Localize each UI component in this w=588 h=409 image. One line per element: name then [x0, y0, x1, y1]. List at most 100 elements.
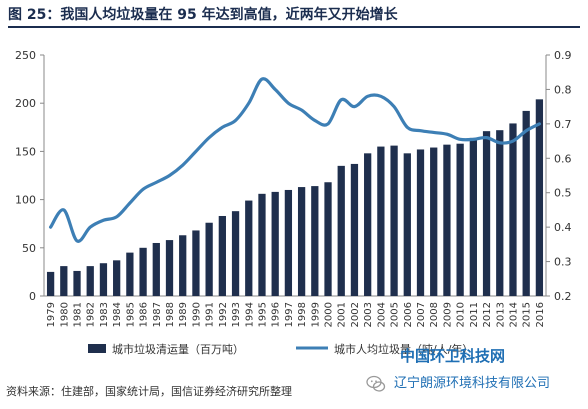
x-tick-label: 2010 [456, 302, 467, 327]
source-note: 资料来源：住建部，国家统计局，国信证券经济研究所整理 [6, 385, 292, 398]
bar-1989 [179, 235, 187, 296]
bar-1980 [60, 266, 68, 296]
x-tick-label: 1989 [178, 302, 189, 327]
bar-1992 [218, 215, 226, 296]
x-tick-label: 1993 [231, 302, 242, 327]
bar-1996 [271, 191, 279, 296]
per-capita-line [49, 77, 541, 243]
x-axis-labels: 1979 1980 1981 1982 1983 1984 1985 1986 1987 1988… [46, 302, 546, 327]
watermark-site-name: 中国环卫科技网 [400, 347, 506, 365]
bar-1999 [311, 186, 319, 296]
bar-1994 [245, 200, 253, 296]
legend-line-label: 城市人均垃圾量（吨/人/年） [334, 342, 473, 356]
watermark-company-name: 辽宁朗源环境科技有限公司 [394, 376, 551, 391]
bar-2011 [469, 137, 477, 296]
x-tick-label: 1988 [165, 302, 176, 327]
y-right-tick-label: 0.2 [554, 290, 572, 303]
wechat-icon [366, 375, 386, 392]
bar-1981 [73, 270, 81, 296]
x-tick-label: 2002 [350, 302, 361, 327]
bar-1988 [165, 240, 174, 296]
bar-2006 [403, 153, 411, 296]
title-divider [8, 26, 580, 28]
y-right-tick-label: 0.4 [554, 221, 572, 234]
bar-1982 [86, 266, 94, 296]
x-tick-label: 1980 [59, 302, 70, 327]
y-left-tick-label: 50 [22, 242, 36, 255]
bar-1984 [113, 260, 121, 296]
y-right-tick-label: 0.9 [554, 49, 572, 62]
combo-chart: 0501001502002500.20.30.40.50.60.70.80.9 … [15, 49, 572, 356]
legend-bar-label: 城市垃圾清运量（百万吨） [112, 342, 244, 356]
chart-title: 图 25：我国人均垃圾量在 95 年达到高值，近两年又开始增长 [8, 7, 398, 23]
x-tick-label: 1994 [244, 302, 255, 327]
bar-1997 [284, 189, 293, 296]
bar-2010 [456, 143, 464, 296]
x-tick-label: 2006 [403, 302, 414, 327]
bar-2005 [390, 145, 398, 296]
x-tick-label: 1979 [46, 302, 57, 327]
bar-series [46, 99, 544, 296]
y-left-tick-label: 0 [29, 290, 36, 303]
y-left-tick-label: 250 [15, 49, 36, 62]
x-tick-label: 2007 [416, 302, 427, 327]
bar-1998 [297, 187, 306, 296]
bar-2014 [509, 123, 517, 296]
legend-bar-swatch [88, 344, 106, 353]
y-right-tick-label: 0.6 [554, 152, 572, 165]
x-tick-label: 2011 [469, 302, 480, 327]
x-tick-label: 1981 [73, 302, 84, 327]
x-tick-label: 1982 [86, 302, 97, 327]
x-tick-label: 2012 [482, 302, 493, 327]
x-tick-label: 2014 [508, 302, 519, 327]
chart-title-bar: 图 25：我国人均垃圾量在 95 年达到高值，近两年又开始增长 [8, 4, 582, 28]
bar-1990 [192, 230, 200, 296]
x-tick-label: 2009 [442, 302, 453, 327]
y-right-tick-label: 0.8 [554, 83, 572, 96]
x-tick-label: 1999 [310, 302, 321, 327]
bar-2002 [350, 163, 359, 296]
bar-1995 [258, 193, 266, 296]
bar-2008 [430, 147, 438, 296]
bar-2013 [496, 130, 504, 296]
bar-1991 [205, 222, 213, 296]
bar-1985 [126, 252, 134, 296]
x-tick-label: 2016 [535, 302, 546, 327]
bar-2015 [522, 110, 530, 296]
y-left-tick-label: 150 [15, 145, 36, 158]
y-left-tick-label: 200 [15, 97, 36, 110]
bar-1986 [139, 247, 147, 296]
x-tick-label: 1985 [125, 302, 136, 327]
x-tick-label: 2013 [495, 302, 506, 327]
line-series [49, 77, 541, 243]
x-tick-label: 1987 [152, 302, 163, 327]
bar-1979 [46, 271, 55, 296]
bar-2004 [377, 146, 385, 296]
bar-2016 [535, 99, 544, 296]
x-tick-label: 1983 [99, 302, 110, 327]
x-tick-label: 1998 [297, 302, 308, 327]
x-tick-label: 2008 [429, 302, 440, 327]
y-right-tick-label: 0.3 [554, 256, 572, 269]
bar-2003 [364, 153, 372, 296]
x-tick-label: 2000 [324, 302, 335, 327]
x-tick-label: 1992 [218, 302, 229, 327]
chart-legend: 城市垃圾清运量（百万吨） 城市人均垃圾量（吨/人/年） [88, 342, 473, 356]
x-tick-label: 1996 [271, 302, 282, 327]
x-tick-label: 2004 [376, 302, 387, 327]
y-right-tick-label: 0.5 [554, 187, 572, 200]
bar-2012 [482, 131, 491, 296]
x-tick-label: 1991 [205, 302, 216, 327]
bar-2001 [337, 165, 345, 296]
bar-1987 [152, 242, 160, 296]
bar-2009 [443, 144, 451, 296]
x-tick-label: 2001 [337, 302, 348, 327]
x-tick-label: 1997 [284, 302, 295, 327]
bar-1983 [99, 263, 108, 296]
x-tick-label: 2005 [390, 302, 401, 327]
x-tick-label: 1990 [191, 302, 202, 327]
bar-2007 [416, 149, 425, 296]
x-tick-label: 2015 [522, 302, 533, 327]
y-left-tick-label: 100 [15, 194, 36, 207]
x-tick-label: 1984 [112, 302, 123, 327]
